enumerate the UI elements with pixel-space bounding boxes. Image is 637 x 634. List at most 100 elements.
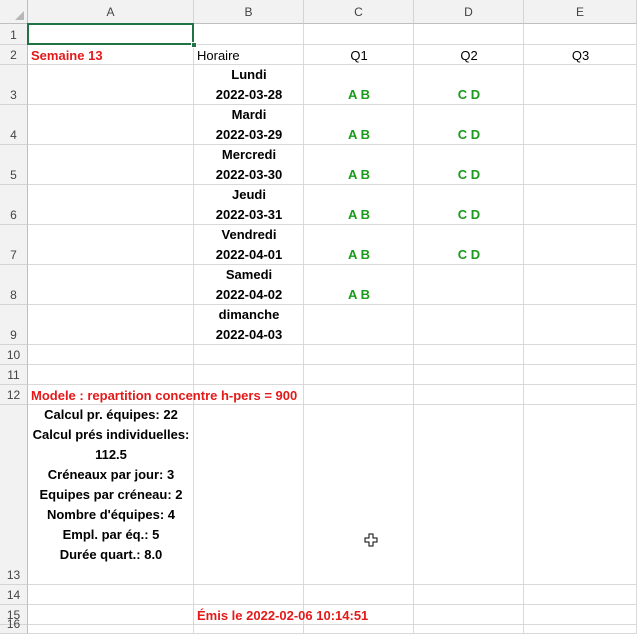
row-header-6[interactable]: 6 [0, 185, 28, 225]
row-header-8[interactable]: 8 [0, 265, 28, 305]
cell-a10[interactable] [28, 345, 194, 365]
cell-e5[interactable] [524, 145, 637, 185]
cell-e14[interactable] [524, 585, 637, 605]
row-header-1[interactable]: 1 [0, 24, 28, 45]
cell-b7[interactable] [194, 225, 304, 265]
cell-e7[interactable] [524, 225, 637, 265]
select-all-corner[interactable] [0, 0, 28, 24]
cell-e15[interactable] [524, 605, 637, 625]
cell-a3[interactable] [28, 65, 194, 105]
cell-a9[interactable] [28, 305, 194, 345]
cell-e9[interactable] [524, 305, 637, 345]
row-header-2[interactable]: 2 [0, 45, 28, 65]
cell-b8[interactable] [194, 265, 304, 305]
cell-d14[interactable] [414, 585, 524, 605]
cell-c7[interactable] [304, 225, 414, 265]
cell-c11[interactable] [304, 365, 414, 385]
cell-a14[interactable] [28, 585, 194, 605]
cell-e8[interactable] [524, 265, 637, 305]
cell-b14[interactable] [194, 585, 304, 605]
cell-c6[interactable] [304, 185, 414, 225]
cell-c16[interactable] [304, 625, 414, 634]
cell-a7[interactable] [28, 225, 194, 265]
cell-a16[interactable] [28, 625, 194, 634]
cell-e3[interactable] [524, 65, 637, 105]
cell-a5[interactable] [28, 145, 194, 185]
cell-b5[interactable] [194, 145, 304, 185]
cell-d10[interactable] [414, 345, 524, 365]
row-header-3[interactable]: 3 [0, 65, 28, 105]
row-header-9[interactable]: 9 [0, 305, 28, 345]
cell-e11[interactable] [524, 365, 637, 385]
row-header-10[interactable]: 10 [0, 345, 28, 365]
cell-a15[interactable] [28, 605, 194, 625]
cell-c2[interactable] [304, 45, 414, 65]
cell-e4[interactable] [524, 105, 637, 145]
cell-e1[interactable] [524, 24, 637, 45]
row-header-7[interactable]: 7 [0, 225, 28, 265]
cell-a4[interactable] [28, 105, 194, 145]
column-header-c[interactable]: C [304, 0, 414, 24]
cell-e13[interactable] [524, 405, 637, 585]
cell-a2[interactable] [28, 45, 194, 65]
row-header-12[interactable]: 12 [0, 385, 28, 405]
cell-a13[interactable] [28, 405, 194, 585]
cell-d1[interactable] [414, 24, 524, 45]
cell-d7[interactable] [414, 225, 524, 265]
cell-b2[interactable] [194, 45, 304, 65]
cell-a12[interactable] [28, 385, 194, 405]
cell-d8[interactable] [414, 265, 524, 305]
cell-b10[interactable] [194, 345, 304, 365]
cell-c5[interactable] [304, 145, 414, 185]
column-header-a[interactable]: A [28, 0, 194, 24]
cell-d4[interactable] [414, 105, 524, 145]
column-header-d[interactable]: D [414, 0, 524, 24]
cell-d9[interactable] [414, 305, 524, 345]
cell-a11[interactable] [28, 365, 194, 385]
cell-b15[interactable] [194, 605, 304, 625]
cell-d3[interactable] [414, 65, 524, 105]
cell-c10[interactable] [304, 345, 414, 365]
cell-e16[interactable] [524, 625, 637, 634]
cell-d12[interactable] [414, 385, 524, 405]
cell-d16[interactable] [414, 625, 524, 634]
cell-c14[interactable] [304, 585, 414, 605]
cell-c12[interactable] [304, 385, 414, 405]
cell-b13[interactable] [194, 405, 304, 585]
cell-b12[interactable] [194, 385, 304, 405]
cell-c1[interactable] [304, 24, 414, 45]
cell-c13[interactable] [304, 405, 414, 585]
cell-b6[interactable] [194, 185, 304, 225]
cell-e10[interactable] [524, 345, 637, 365]
cell-a6[interactable] [28, 185, 194, 225]
cell-d2[interactable] [414, 45, 524, 65]
cell-d13[interactable] [414, 405, 524, 585]
row-header-4[interactable]: 4 [0, 105, 28, 145]
cell-e12[interactable] [524, 385, 637, 405]
row-header-16[interactable]: 16 [0, 617, 28, 634]
cell-d6[interactable] [414, 185, 524, 225]
row-header-5[interactable]: 5 [0, 145, 28, 185]
cell-c3[interactable] [304, 65, 414, 105]
row-header-13[interactable]: 13 [0, 405, 28, 585]
column-header-b[interactable]: B [194, 0, 304, 24]
cell-b11[interactable] [194, 365, 304, 385]
cell-d5[interactable] [414, 145, 524, 185]
cell-c15[interactable] [304, 605, 414, 625]
cell-d15[interactable] [414, 605, 524, 625]
cell-b16[interactable] [194, 625, 304, 634]
cell-c4[interactable] [304, 105, 414, 145]
fill-handle[interactable] [191, 42, 197, 48]
row-header-15[interactable]: 15 [0, 605, 28, 625]
cell-b4[interactable] [194, 105, 304, 145]
cell-c9[interactable] [304, 305, 414, 345]
cell-e6[interactable] [524, 185, 637, 225]
row-header-14[interactable]: 14 [0, 585, 28, 605]
active-cell-selection[interactable] [27, 23, 194, 45]
cell-b3[interactable] [194, 65, 304, 105]
cell-b1[interactable] [194, 24, 304, 45]
row-header-11[interactable]: 11 [0, 365, 28, 385]
cell-c8[interactable] [304, 265, 414, 305]
column-header-e[interactable]: E [524, 0, 637, 24]
cell-d11[interactable] [414, 365, 524, 385]
